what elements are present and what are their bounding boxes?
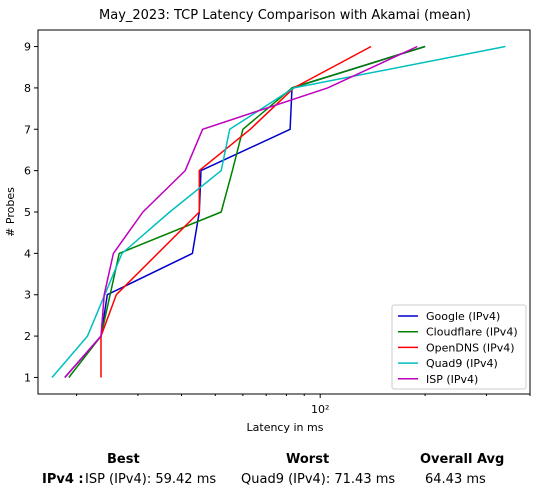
legend: Google (IPv4) Cloudflare (IPv4) OpenDNS (I… [391, 304, 527, 390]
summary-panel: Best Worst Overall Avg IPv4 : ISP (IPv4)… [0, 450, 541, 494]
legend-label: Quad9 (IPv4) [426, 357, 498, 370]
legend-box [391, 304, 527, 390]
y-tick-label: 9 [24, 41, 31, 54]
series-line [51, 45, 506, 378]
worst-value: Quad9 (IPv4): 71.43 ms [241, 472, 396, 487]
series-line [64, 45, 418, 378]
y-axis: 1 2 3 4 5 6 7 8 9 [24, 41, 38, 384]
overall-avg-header: Overall Avg [420, 452, 505, 467]
y-tick-label: 7 [24, 123, 31, 136]
legend-label: Google (IPv4) [426, 310, 500, 323]
y-tick-label: 2 [24, 330, 31, 343]
series-line [100, 45, 372, 378]
legend-label: ISP (IPv4) [426, 373, 478, 386]
series-line [68, 45, 426, 378]
ipv4-row-label: IPv4 : [42, 472, 84, 487]
best-header: Best [107, 452, 140, 467]
y-tick-label: 5 [24, 206, 31, 219]
worst-header: Worst [286, 452, 330, 467]
x-tick-label: 10² [311, 403, 329, 416]
overall-avg-value: 64.43 ms [425, 472, 486, 487]
y-tick-label: 8 [24, 82, 31, 95]
y-axis-label: # Probes [4, 187, 17, 237]
x-axis-label: Latency in ms [247, 421, 324, 434]
y-tick-label: 3 [24, 289, 31, 302]
series-line [64, 45, 426, 378]
legend-label: Cloudflare (IPv4) [426, 326, 518, 339]
x-axis: 10² [76, 394, 531, 416]
y-tick-label: 6 [24, 165, 31, 178]
series-lines [51, 45, 506, 378]
y-tick-label: 4 [24, 247, 31, 260]
legend-label: OpenDNS (IPv4) [426, 341, 515, 354]
latency-chart: May_2023: TCP Latency Comparison with Ak… [4, 8, 531, 434]
best-value: ISP (IPv4): 59.42 ms [85, 472, 217, 487]
y-tick-label: 1 [24, 371, 31, 384]
chart-title: May_2023: TCP Latency Comparison with Ak… [99, 8, 471, 23]
